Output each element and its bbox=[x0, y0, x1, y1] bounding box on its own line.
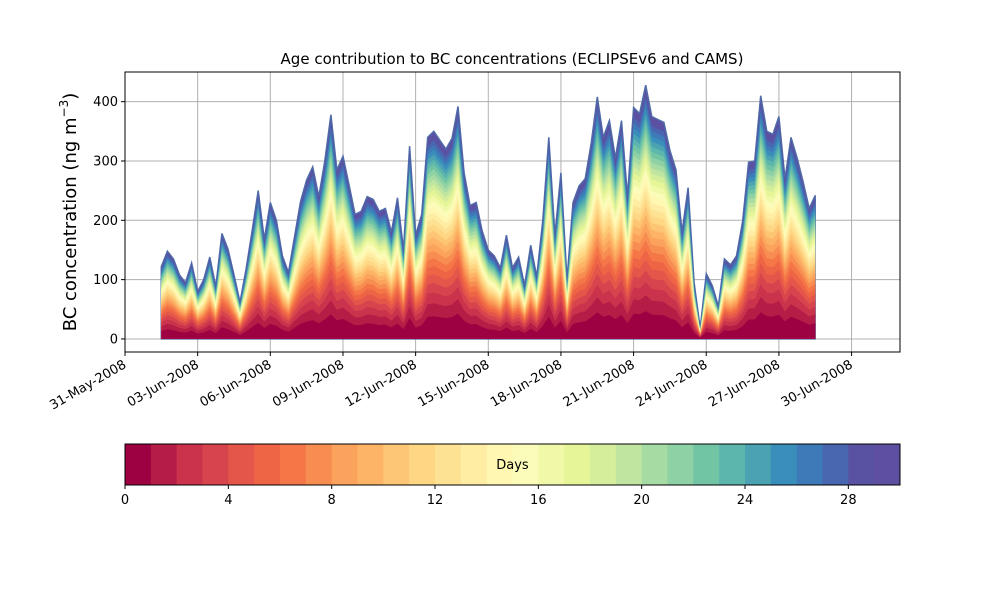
colorbar-swatch bbox=[383, 444, 410, 485]
colorbar-swatch bbox=[254, 444, 281, 485]
colorbar-swatch bbox=[848, 444, 875, 485]
colorbar-swatch bbox=[150, 444, 178, 485]
age-bands bbox=[160, 84, 816, 340]
colorbar-tick-label: 12 bbox=[427, 493, 444, 508]
colorbar-swatch bbox=[796, 444, 823, 485]
y-axis-label-main: BC concentration (ng m bbox=[60, 117, 81, 331]
x-tick-label: 09-Jun-2008 bbox=[270, 357, 347, 410]
y-axis-label: BC concentration (ng m−3) bbox=[57, 93, 81, 332]
x-tick-label: 12-Jun-2008 bbox=[343, 357, 420, 410]
x-tick-label: 24-Jun-2008 bbox=[633, 357, 710, 410]
x-tick-label: 03-Jun-2008 bbox=[125, 357, 202, 410]
colorbar-swatch bbox=[590, 444, 617, 485]
y-tick-label: 300 bbox=[93, 154, 118, 169]
colorbar-swatch bbox=[693, 444, 720, 485]
y-axis: 0 100 200 300 400 bbox=[93, 95, 125, 347]
colorbar-swatch bbox=[228, 444, 255, 485]
colorbar-swatch bbox=[874, 444, 901, 485]
x-tick-label: 27-Jun-2008 bbox=[706, 357, 783, 410]
colorbar-swatch bbox=[615, 444, 643, 485]
colorbar-swatch bbox=[641, 444, 668, 485]
colorbar-swatch bbox=[357, 444, 384, 485]
y-axis-label-exponent: −3 bbox=[57, 100, 71, 118]
colorbar: Days 0 4 8 12 16 20 24 28 bbox=[121, 443, 901, 508]
colorbar-frame bbox=[124, 443, 901, 486]
colorbar-swatch bbox=[822, 444, 849, 485]
colorbar-swatch bbox=[719, 444, 746, 485]
colorbar-swatch bbox=[125, 444, 152, 485]
y-tick-label: 200 bbox=[93, 214, 118, 229]
colorbar-tick-label: 24 bbox=[737, 493, 754, 508]
y-axis-label-close: ) bbox=[60, 93, 81, 100]
chart-title: Age contribution to BC concentrations (E… bbox=[281, 50, 744, 68]
colorbar-swatch bbox=[460, 444, 488, 485]
colorbar-label: Days bbox=[496, 458, 529, 473]
plot-frame bbox=[124, 71, 901, 353]
colorbar-swatch bbox=[667, 444, 694, 485]
x-tick-label: 21-Jun-2008 bbox=[561, 357, 638, 410]
colorbar-tick-label: 4 bbox=[224, 493, 232, 508]
x-tick-label: 30-Jun-2008 bbox=[779, 357, 856, 410]
x-axis: 31-May-200803-Jun-200806-Jun-200809-Jun-… bbox=[47, 352, 856, 413]
colorbar-swatch bbox=[280, 444, 307, 485]
colorbar-swatch bbox=[486, 444, 513, 485]
colorbar-swatch bbox=[564, 444, 591, 485]
colorbar-swatch bbox=[409, 444, 436, 485]
colorbar-swatch bbox=[512, 444, 539, 485]
colorbar-tick-label: 8 bbox=[328, 493, 336, 508]
colorbar-swatch bbox=[538, 444, 565, 485]
colorbar-tick-label: 20 bbox=[633, 493, 650, 508]
y-tick-label: 0 bbox=[110, 332, 118, 347]
colorbar-tick-label: 0 bbox=[121, 493, 129, 508]
y-tick-label: 100 bbox=[93, 273, 118, 288]
colorbar-swatch bbox=[176, 444, 203, 485]
x-tick-label: 31-May-2008 bbox=[47, 357, 129, 413]
colorbar-swatch bbox=[331, 444, 358, 485]
x-tick-label: 06-Jun-2008 bbox=[197, 357, 274, 410]
x-tick-label: 18-Jun-2008 bbox=[488, 357, 565, 410]
y-tick-label: 400 bbox=[93, 95, 118, 110]
colorbar-swatch bbox=[202, 444, 229, 485]
x-tick-label: 15-Jun-2008 bbox=[415, 357, 492, 410]
colorbar-swatch bbox=[770, 444, 798, 485]
colorbar-tick-label: 16 bbox=[530, 493, 547, 508]
colorbar-tick-label: 28 bbox=[840, 493, 857, 508]
colorbar-swatch bbox=[435, 444, 462, 485]
colorbar-swatch bbox=[305, 444, 333, 485]
colorbar-swatch bbox=[745, 444, 772, 485]
age-band-0 bbox=[161, 311, 816, 339]
